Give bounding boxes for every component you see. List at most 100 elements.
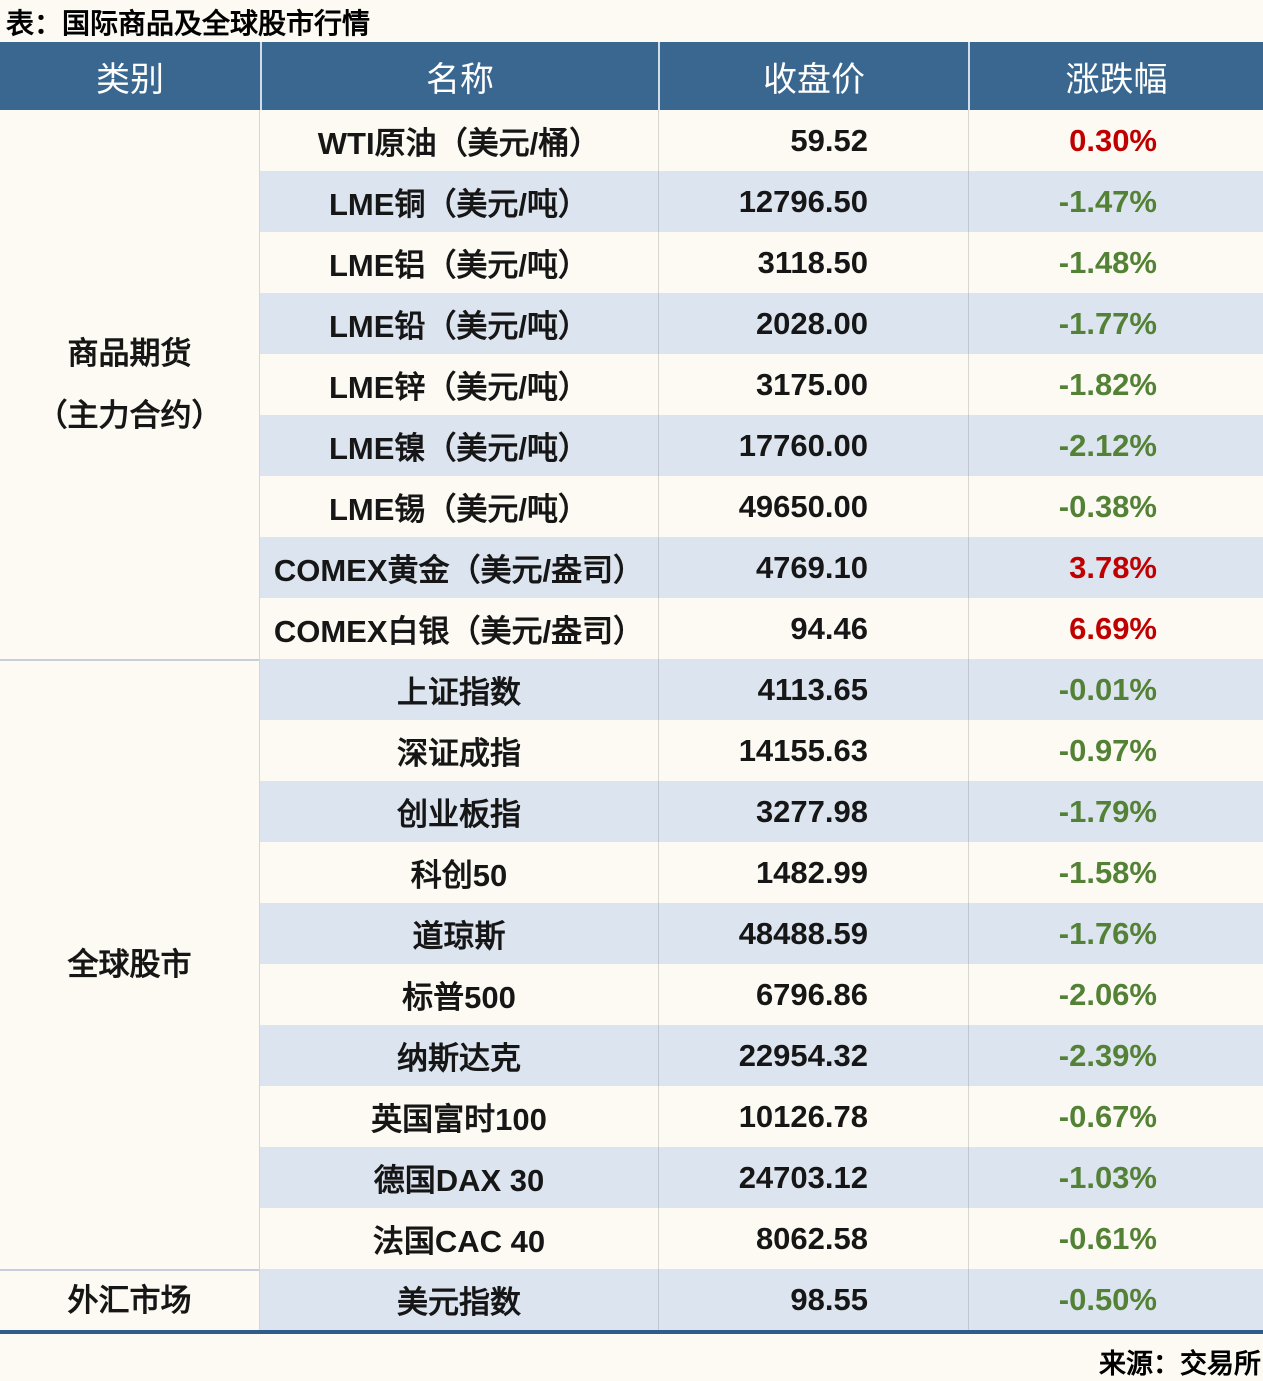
change-percent: -1.79% — [968, 781, 1263, 842]
close-price: 1482.99 — [658, 842, 968, 903]
table-row: LME锌（美元/吨） 3175.00 -1.82% — [260, 354, 1263, 415]
instrument-name: LME锡（美元/吨） — [328, 492, 590, 527]
close-price: 94.46 — [658, 598, 968, 659]
change-percent: -1.48% — [968, 232, 1263, 293]
close-price: 14155.63 — [658, 720, 968, 781]
instrument-name: LME铅（美元/吨） — [328, 309, 590, 344]
instrument-name: 创业板指 — [397, 797, 521, 832]
table-row: LME铅（美元/吨） 2028.00 -1.77% — [260, 293, 1263, 354]
header-cell-3: 涨跌幅 — [968, 42, 1263, 110]
table-row: 标普500 6796.86 -2.06% — [260, 964, 1263, 1025]
close-price: 4113.65 — [658, 659, 968, 720]
close-price: 48488.59 — [658, 903, 968, 964]
table-row: 法国CAC 40 8062.58 -0.61% — [260, 1208, 1263, 1269]
table-bottom-border — [0, 1330, 1263, 1334]
table-row: COMEX黄金（美元/盎司） 4769.10 3.78% — [260, 537, 1263, 598]
instrument-name: WTI原油（美元/桶） — [317, 126, 601, 161]
close-price: 6796.86 — [658, 964, 968, 1025]
change-percent: -0.67% — [968, 1086, 1263, 1147]
close-price: 3277.98 — [658, 781, 968, 842]
change-percent: -2.12% — [968, 415, 1263, 476]
instrument-name: 标普500 — [402, 980, 516, 1015]
close-price: 59.52 — [658, 110, 968, 171]
table-row: 上证指数 4113.65 -0.01% — [260, 659, 1263, 720]
table-row: LME铝（美元/吨） 3118.50 -1.48% — [260, 232, 1263, 293]
close-price: 24703.12 — [658, 1147, 968, 1208]
change-percent: 3.78% — [968, 537, 1263, 598]
header-cell-2: 收盘价 — [658, 42, 968, 110]
change-percent: -2.39% — [968, 1025, 1263, 1086]
table-row: WTI原油（美元/桶） 59.52 0.30% — [260, 110, 1263, 171]
change-percent: -1.58% — [968, 842, 1263, 903]
change-percent: -0.01% — [968, 659, 1263, 720]
instrument-name: LME镍（美元/吨） — [328, 431, 590, 466]
category-cell: 全球股市 — [0, 659, 259, 1269]
instrument-name: 深证成指 — [397, 736, 521, 771]
change-percent: -0.38% — [968, 476, 1263, 537]
close-price: 10126.78 — [658, 1086, 968, 1147]
table-row: LME铜（美元/吨） 12796.50 -1.47% — [260, 171, 1263, 232]
source-note: 来源：交易所 — [1099, 1349, 1261, 1379]
change-percent: 0.30% — [968, 110, 1263, 171]
change-percent: -0.97% — [968, 720, 1263, 781]
instrument-name: 德国DAX 30 — [373, 1163, 545, 1198]
instrument-name: 上证指数 — [397, 675, 521, 710]
instrument-name: 美元指数 — [397, 1285, 521, 1320]
table-row: 道琼斯 48488.59 -1.76% — [260, 903, 1263, 964]
change-percent: -0.50% — [968, 1269, 1263, 1330]
change-percent: -1.77% — [968, 293, 1263, 354]
instrument-name: 科创50 — [410, 858, 508, 893]
close-price: 12796.50 — [658, 171, 968, 232]
instrument-name: LME锌（美元/吨） — [328, 370, 590, 405]
instrument-name: 道琼斯 — [412, 919, 506, 954]
table-body: 商品期货 （主力合约） 全球股市外汇市场 WTI原油（美元/桶） 59.52 0.30%… — [0, 110, 1263, 1330]
category-label: 全球股市 — [67, 947, 192, 982]
instrument-name: 法国CAC 40 — [372, 1224, 546, 1259]
close-price: 98.55 — [658, 1269, 968, 1330]
table-row: 美元指数 98.55 -0.50% — [260, 1269, 1263, 1330]
close-price: 17760.00 — [658, 415, 968, 476]
close-price: 22954.32 — [658, 1025, 968, 1086]
category-label: 商品期货 — [67, 335, 192, 371]
close-price: 8062.58 — [658, 1208, 968, 1269]
rows-column: WTI原油（美元/桶） 59.52 0.30% LME铜（美元/吨） 12796.50-… — [260, 110, 1263, 1330]
change-percent: -1.47% — [968, 171, 1263, 232]
instrument-name: 英国富时100 — [371, 1102, 547, 1137]
change-percent: -1.03% — [968, 1147, 1263, 1208]
table-row: 纳斯达克 22954.32 -2.39% — [260, 1025, 1263, 1086]
instrument-name: LME铝（美元/吨） — [328, 248, 590, 283]
change-percent: -1.76% — [968, 903, 1263, 964]
close-price: 3175.00 — [658, 354, 968, 415]
table-row: COMEX白银（美元/盎司） 94.46 6.69% — [260, 598, 1263, 659]
category-cell: 外汇市场 — [0, 1269, 259, 1330]
header-cell-1: 名称 — [260, 42, 658, 110]
table-row: LME镍（美元/吨） 17760.00 -2.12% — [260, 415, 1263, 476]
instrument-name: 纳斯达克 — [397, 1041, 521, 1076]
table-row: 英国富时100 10126.78 -0.67% — [260, 1086, 1263, 1147]
table-title: 表：国际商品及全球股市行情 — [6, 8, 371, 39]
category-label: 外汇市场 — [67, 1282, 192, 1318]
header-cell-0: 类别 — [96, 61, 164, 99]
instrument-name: LME铜（美元/吨） — [328, 187, 590, 222]
table-row: 德国DAX 30 24703.12 -1.03% — [260, 1147, 1263, 1208]
table-header-row: 类别 名称 收盘价 涨跌幅 — [0, 42, 1263, 110]
change-percent: -1.82% — [968, 354, 1263, 415]
category-cell: 商品期货 （主力合约） — [0, 110, 259, 659]
close-price: 49650.00 — [658, 476, 968, 537]
table-row: 深证成指 14155.63 -0.97% — [260, 720, 1263, 781]
table-row: 创业板指 3277.98 -1.79% — [260, 781, 1263, 842]
category-label: （主力合约） — [36, 397, 223, 433]
instrument-name: COMEX黄金（美元/盎司） — [273, 553, 645, 588]
market-table: 类别 名称 收盘价 涨跌幅 商品期货 （主力合约） 全球股市外汇市场 WTI原油（美元/桶… — [0, 42, 1263, 1334]
close-price: 4769.10 — [658, 537, 968, 598]
close-price: 2028.00 — [658, 293, 968, 354]
change-percent: -2.06% — [968, 964, 1263, 1025]
category-column: 商品期货 （主力合约） 全球股市外汇市场 — [0, 110, 260, 1330]
table-row: LME锡（美元/吨） 49650.00 -0.38% — [260, 476, 1263, 537]
table-row: 科创50 1482.99 -1.58% — [260, 842, 1263, 903]
close-price: 3118.50 — [658, 232, 968, 293]
change-percent: -0.61% — [968, 1208, 1263, 1269]
instrument-name: COMEX白银（美元/盎司） — [273, 614, 645, 649]
change-percent: 6.69% — [968, 598, 1263, 659]
